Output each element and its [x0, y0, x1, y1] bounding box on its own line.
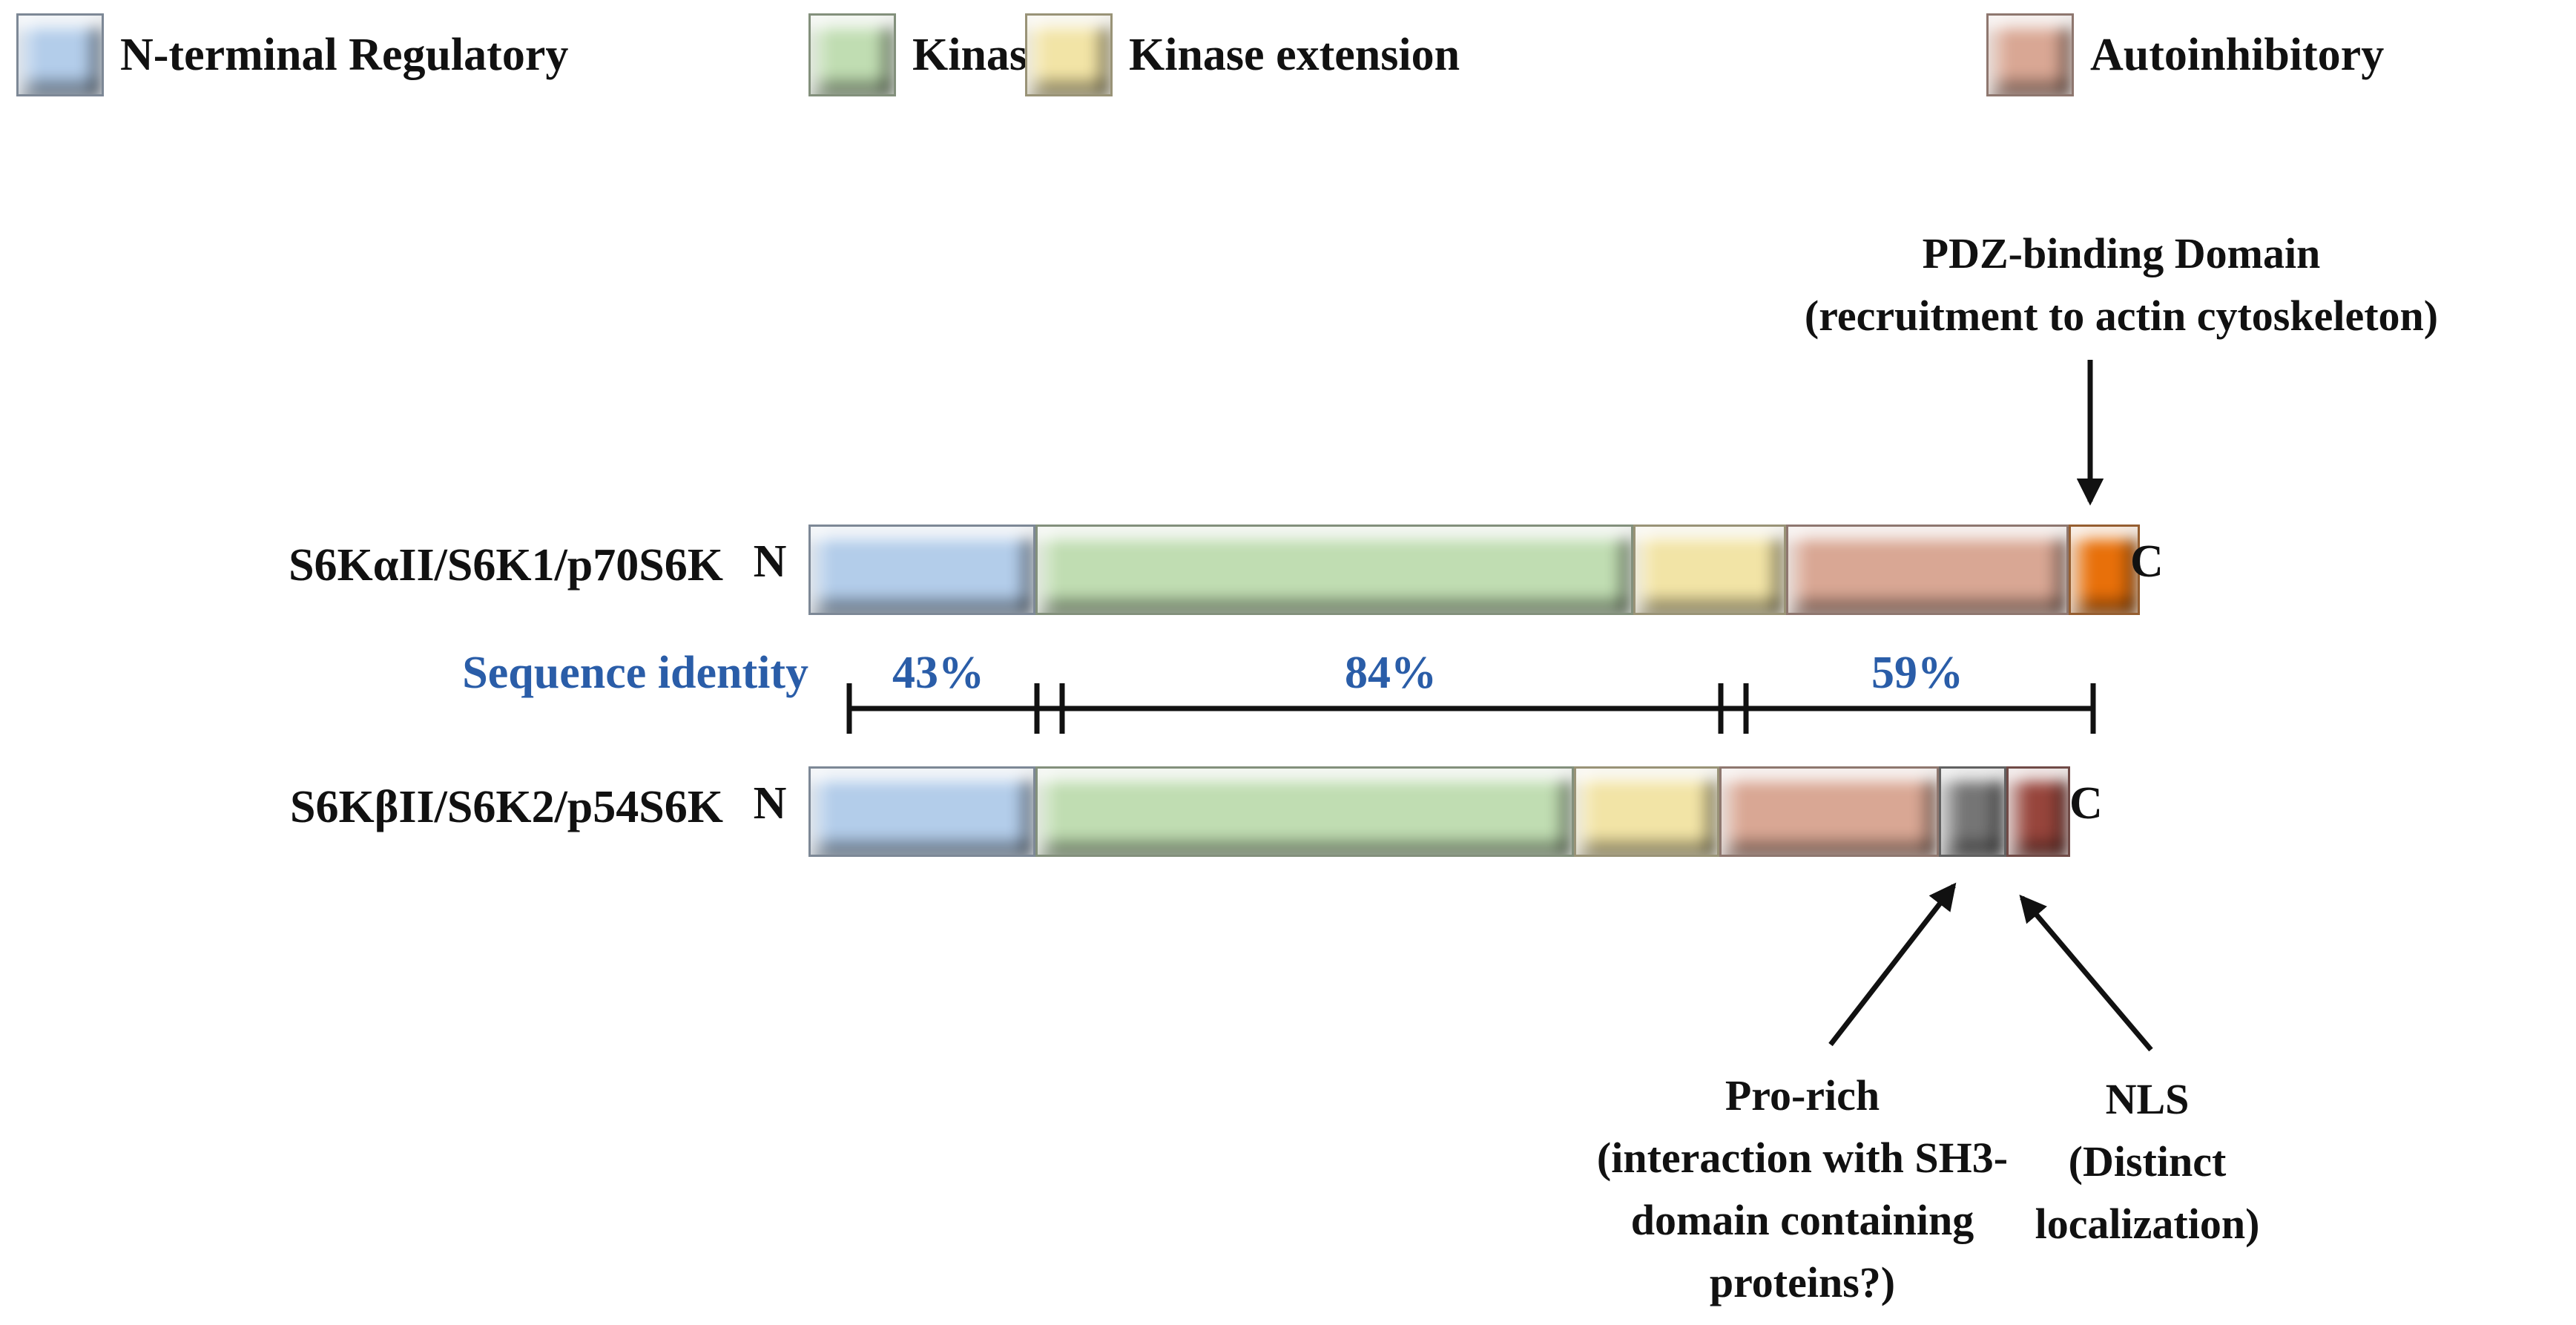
- legend-swatch-autoinhibitory: [1986, 13, 2074, 96]
- segment-pdz-binding: [2069, 525, 2140, 615]
- segment-pro-rich: [1939, 766, 2006, 857]
- legend-swatch-n-terminal-regulatory: [16, 13, 104, 96]
- segment-autoinhibitory: [1719, 766, 1939, 857]
- pro-rich-annotation-line1: Pro-rich: [1725, 1071, 1880, 1119]
- pro-rich-arrow: [1828, 882, 1957, 1047]
- segment-kinase: [1035, 525, 1633, 615]
- segment-kinase-extension: [1633, 525, 1786, 615]
- nls-annotation-line1: NLS: [2105, 1075, 2190, 1123]
- pro-rich-annotation-line4: proteins?): [1709, 1258, 1896, 1306]
- nls-annotation-line3: localization): [2035, 1200, 2260, 1248]
- protein-name-s6k1: S6KαII/S6K1/p70S6K: [289, 540, 723, 591]
- protein-name-s6k2: S6KβII/S6K2/p54S6K: [290, 782, 723, 832]
- pdz-annotation: PDZ-binding Domain (recruitment to actin…: [1673, 223, 2570, 347]
- pdz-annotation-line1: PDZ-binding Domain: [1922, 229, 2321, 277]
- legend-label-n-terminal-regulatory: N-terminal Regulatory: [120, 29, 569, 80]
- protein2-n-terminus-label: N: [753, 778, 787, 829]
- pro-rich-annotation-line3: domain containing: [1630, 1196, 1974, 1244]
- sequence-identity-value-1: 43%: [892, 648, 984, 698]
- protein1-c-terminus-label: C: [2130, 536, 2164, 587]
- legend-label-autoinhibitory: Autoinhibitory: [2090, 29, 2385, 80]
- legend-item-n-terminal-regulatory: N-terminal Regulatory: [16, 13, 568, 96]
- legend-item-kinase-extension: Kinase extension: [1025, 13, 1460, 96]
- segment-n-terminal-regulatory: [808, 766, 1035, 857]
- pro-rich-annotation-line2: (interaction with SH3-: [1596, 1134, 2009, 1182]
- protein2-c-terminus-label: C: [2069, 778, 2103, 829]
- legend-swatch-kinase: [808, 13, 896, 96]
- segment-kinase: [1035, 766, 1574, 857]
- pdz-annotation-line2: (recruitment to actin cytoskeleton): [1804, 292, 2439, 340]
- protein-bar-s6k2: [808, 766, 2070, 857]
- segment-autoinhibitory: [1786, 525, 2069, 615]
- nls-annotation-line2: (Distinct: [2068, 1137, 2227, 1186]
- sequence-identity-value-2: 84%: [1345, 648, 1437, 698]
- nls-arrow: [2019, 894, 2153, 1052]
- segment-nls: [2006, 766, 2070, 857]
- nls-annotation: NLS (Distinct localization): [1928, 1068, 2366, 1255]
- segment-n-terminal-regulatory: [808, 525, 1035, 615]
- pro-rich-annotation: Pro-rich (interaction with SH3- domain c…: [1465, 1065, 2140, 1314]
- legend-item-autoinhibitory: Autoinhibitory: [1986, 13, 2384, 96]
- legend-item-kinase: Kinase: [808, 13, 1048, 96]
- sequence-identity-label: Sequence identity: [462, 648, 808, 698]
- sequence-identity-value-3: 59%: [1871, 648, 1963, 698]
- segment-kinase-extension: [1574, 766, 1719, 857]
- legend-swatch-kinase-extension: [1025, 13, 1113, 96]
- legend-label-kinase-extension: Kinase extension: [1129, 29, 1460, 80]
- protein-bar-s6k1: [808, 525, 2140, 615]
- protein1-n-terminus-label: N: [753, 536, 787, 587]
